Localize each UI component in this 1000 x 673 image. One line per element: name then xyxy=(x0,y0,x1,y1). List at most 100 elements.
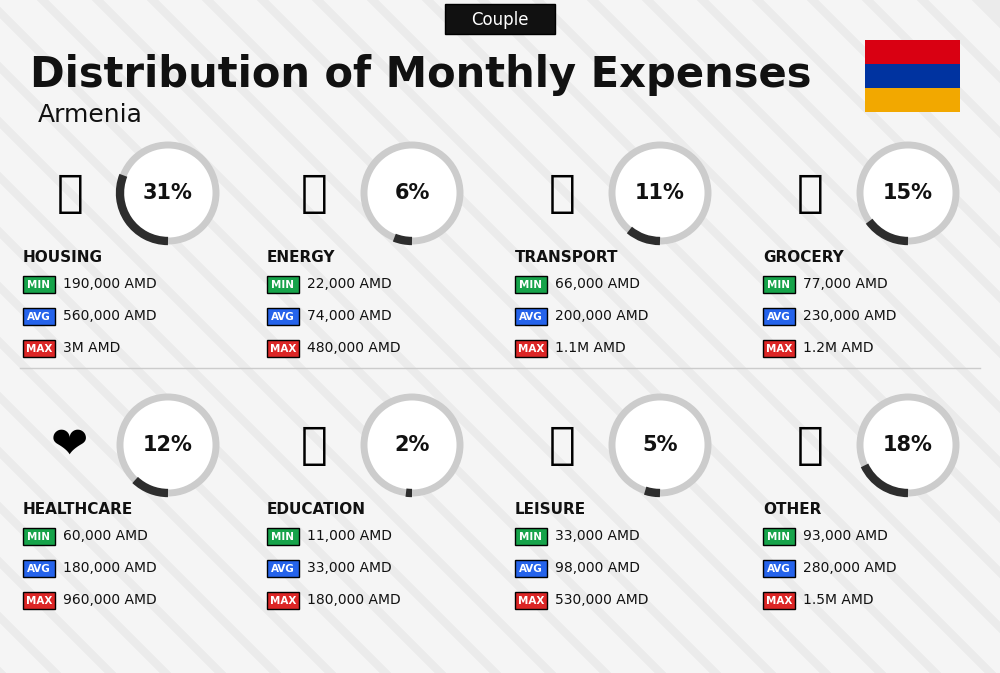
FancyBboxPatch shape xyxy=(515,592,547,609)
Circle shape xyxy=(120,397,216,493)
FancyBboxPatch shape xyxy=(267,528,299,545)
FancyBboxPatch shape xyxy=(515,308,547,325)
FancyBboxPatch shape xyxy=(267,308,299,325)
Circle shape xyxy=(860,397,956,493)
Text: 2%: 2% xyxy=(394,435,430,455)
Bar xyxy=(865,88,960,112)
FancyBboxPatch shape xyxy=(763,308,795,325)
Text: GROCERY: GROCERY xyxy=(763,250,844,266)
Text: MIN: MIN xyxy=(28,532,50,542)
Circle shape xyxy=(612,145,708,241)
Text: ENERGY: ENERGY xyxy=(267,250,336,266)
Text: AVG: AVG xyxy=(767,312,791,322)
FancyBboxPatch shape xyxy=(763,560,795,577)
Text: 31%: 31% xyxy=(143,183,193,203)
Text: EDUCATION: EDUCATION xyxy=(267,503,366,518)
FancyBboxPatch shape xyxy=(515,560,547,577)
FancyBboxPatch shape xyxy=(763,340,795,357)
Text: MAX: MAX xyxy=(766,343,792,353)
Text: AVG: AVG xyxy=(271,312,295,322)
FancyBboxPatch shape xyxy=(763,276,795,293)
Text: MIN: MIN xyxy=(520,532,542,542)
FancyBboxPatch shape xyxy=(23,528,55,545)
Bar xyxy=(865,64,960,88)
Text: MAX: MAX xyxy=(26,596,52,606)
Text: MIN: MIN xyxy=(520,279,542,289)
Circle shape xyxy=(860,145,956,241)
FancyBboxPatch shape xyxy=(763,528,795,545)
FancyBboxPatch shape xyxy=(515,276,547,293)
FancyBboxPatch shape xyxy=(23,560,55,577)
Text: 560,000 AMD: 560,000 AMD xyxy=(63,310,157,324)
Text: AVG: AVG xyxy=(27,563,51,573)
FancyBboxPatch shape xyxy=(23,340,55,357)
Text: 77,000 AMD: 77,000 AMD xyxy=(803,277,888,291)
Text: 480,000 AMD: 480,000 AMD xyxy=(307,341,401,355)
Text: 74,000 AMD: 74,000 AMD xyxy=(307,310,392,324)
Text: MIN: MIN xyxy=(768,532,790,542)
FancyBboxPatch shape xyxy=(515,528,547,545)
Text: MAX: MAX xyxy=(26,343,52,353)
Text: AVG: AVG xyxy=(519,563,543,573)
Bar xyxy=(865,40,960,64)
Text: 🎓: 🎓 xyxy=(301,423,327,466)
Text: 98,000 AMD: 98,000 AMD xyxy=(555,561,640,575)
Text: 530,000 AMD: 530,000 AMD xyxy=(555,594,648,608)
Text: 11,000 AMD: 11,000 AMD xyxy=(307,530,392,544)
Text: 33,000 AMD: 33,000 AMD xyxy=(307,561,392,575)
Text: 5%: 5% xyxy=(642,435,678,455)
Text: 960,000 AMD: 960,000 AMD xyxy=(63,594,157,608)
Text: Couple: Couple xyxy=(471,11,529,29)
Text: MAX: MAX xyxy=(766,596,792,606)
Text: MIN: MIN xyxy=(28,279,50,289)
Text: 6%: 6% xyxy=(394,183,430,203)
Circle shape xyxy=(364,145,460,241)
Text: ❤️: ❤️ xyxy=(51,423,89,466)
FancyBboxPatch shape xyxy=(23,592,55,609)
Text: AVG: AVG xyxy=(767,563,791,573)
Text: 200,000 AMD: 200,000 AMD xyxy=(555,310,648,324)
Text: Armenia: Armenia xyxy=(38,103,143,127)
Circle shape xyxy=(612,397,708,493)
Text: 1.2M AMD: 1.2M AMD xyxy=(803,341,874,355)
FancyBboxPatch shape xyxy=(267,276,299,293)
Text: 280,000 AMD: 280,000 AMD xyxy=(803,561,897,575)
Text: MIN: MIN xyxy=(272,532,294,542)
Text: 93,000 AMD: 93,000 AMD xyxy=(803,530,888,544)
Text: 18%: 18% xyxy=(883,435,933,455)
Circle shape xyxy=(120,145,216,241)
Text: 💰: 💰 xyxy=(797,423,823,466)
Text: 🛒: 🛒 xyxy=(797,172,823,215)
Text: 190,000 AMD: 190,000 AMD xyxy=(63,277,157,291)
Text: MAX: MAX xyxy=(518,343,544,353)
Text: 66,000 AMD: 66,000 AMD xyxy=(555,277,640,291)
Text: MAX: MAX xyxy=(270,596,296,606)
Text: AVG: AVG xyxy=(519,312,543,322)
Text: 230,000 AMD: 230,000 AMD xyxy=(803,310,896,324)
Text: TRANSPORT: TRANSPORT xyxy=(515,250,618,266)
Text: 22,000 AMD: 22,000 AMD xyxy=(307,277,392,291)
Text: 60,000 AMD: 60,000 AMD xyxy=(63,530,148,544)
FancyBboxPatch shape xyxy=(23,276,55,293)
FancyBboxPatch shape xyxy=(763,592,795,609)
Text: Distribution of Monthly Expenses: Distribution of Monthly Expenses xyxy=(30,54,812,96)
Text: HEALTHCARE: HEALTHCARE xyxy=(23,503,133,518)
Text: 🚌: 🚌 xyxy=(549,172,575,215)
FancyBboxPatch shape xyxy=(267,592,299,609)
Text: 33,000 AMD: 33,000 AMD xyxy=(555,530,640,544)
FancyBboxPatch shape xyxy=(267,560,299,577)
Text: 180,000 AMD: 180,000 AMD xyxy=(307,594,401,608)
FancyBboxPatch shape xyxy=(445,4,555,34)
Text: 🛍️: 🛍️ xyxy=(549,423,575,466)
Text: AVG: AVG xyxy=(27,312,51,322)
Text: MAX: MAX xyxy=(270,343,296,353)
Text: 1.1M AMD: 1.1M AMD xyxy=(555,341,626,355)
Text: OTHER: OTHER xyxy=(763,503,821,518)
Text: 🏢: 🏢 xyxy=(57,172,83,215)
Text: 🔌: 🔌 xyxy=(301,172,327,215)
Text: 11%: 11% xyxy=(635,183,685,203)
Text: MAX: MAX xyxy=(518,596,544,606)
Circle shape xyxy=(364,397,460,493)
FancyBboxPatch shape xyxy=(515,340,547,357)
Text: LEISURE: LEISURE xyxy=(515,503,586,518)
